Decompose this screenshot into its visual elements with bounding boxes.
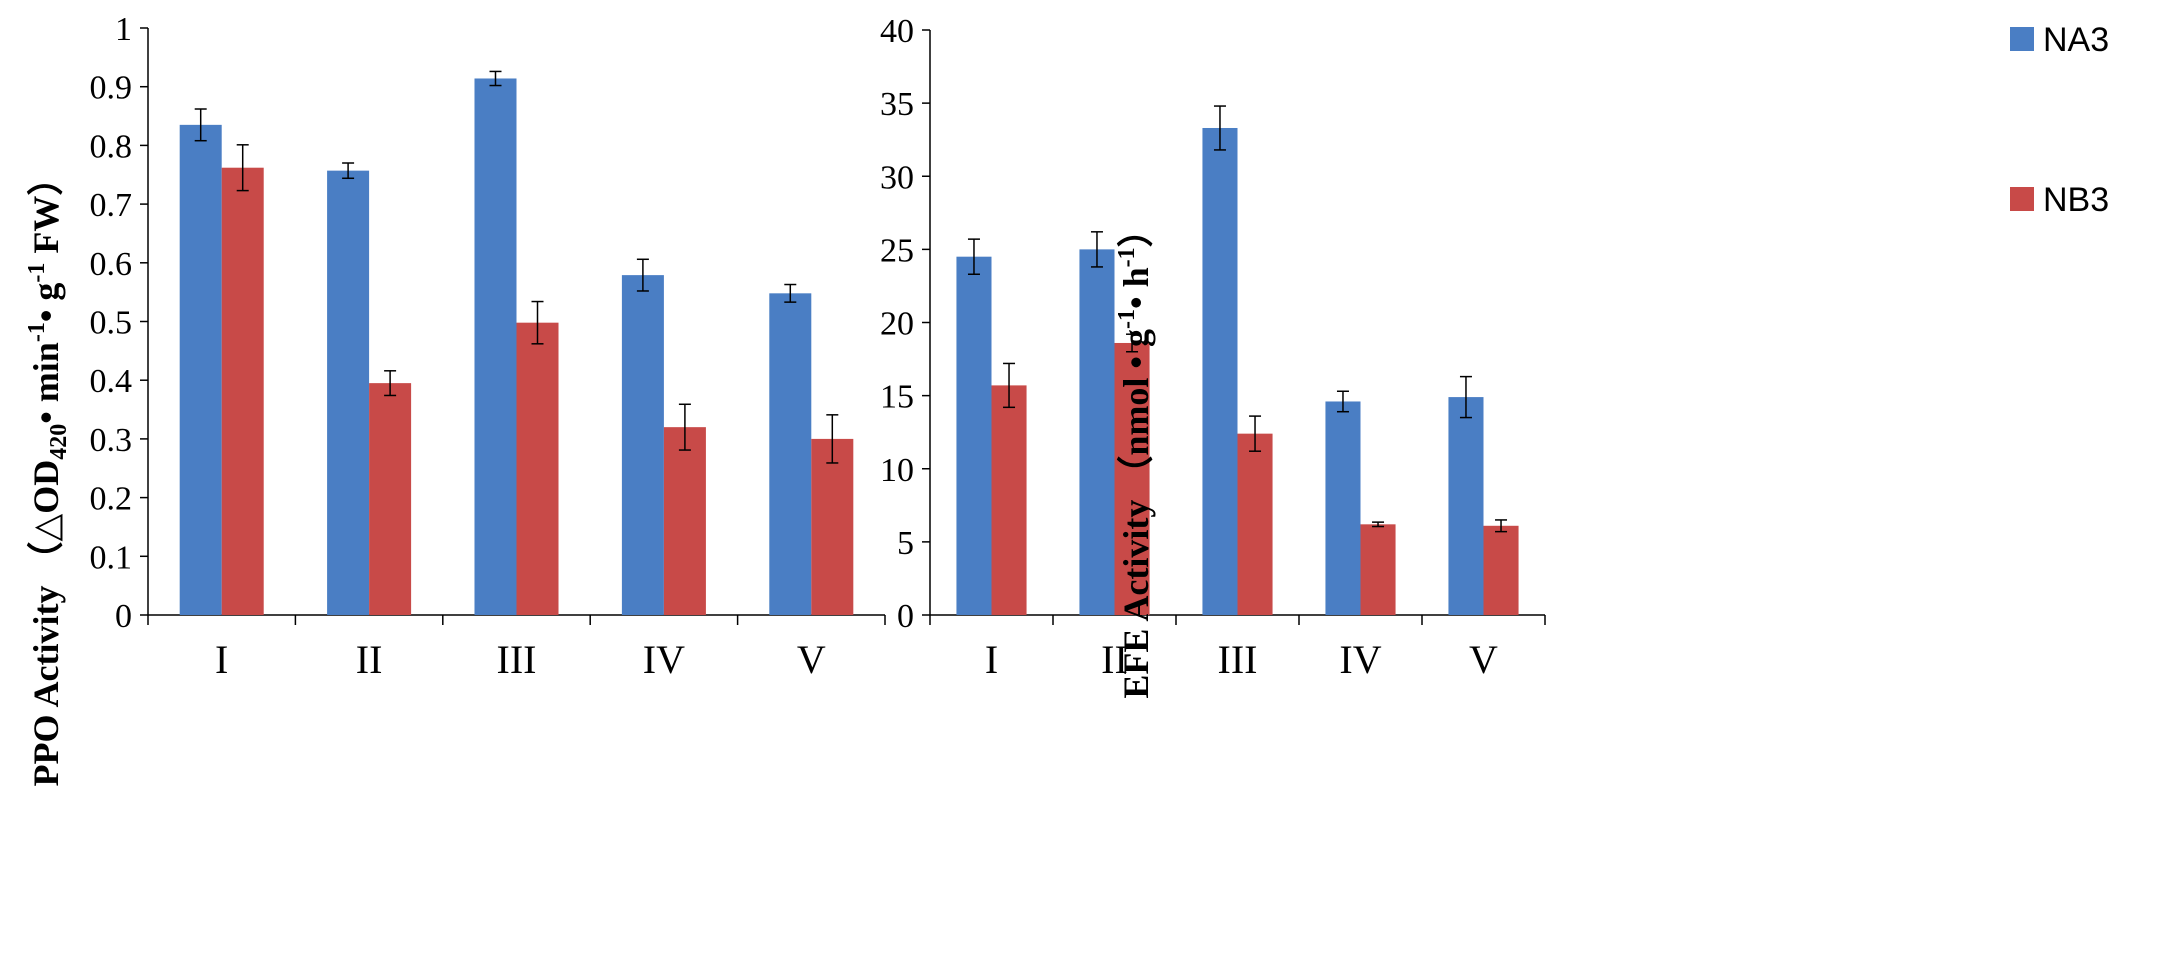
legend-swatch-na3 — [2010, 27, 2034, 51]
efe-bar-na3-ii — [1079, 249, 1115, 615]
ppo-x-tick-labels: I II III IV V — [215, 637, 826, 682]
legend-label-na3: NA3 — [2043, 21, 2109, 59]
efe-error-bar-nb3-i — [1003, 362, 1016, 409]
efe-y-tick-label: 5 — [897, 525, 914, 562]
ppo-x-tick-label: III — [497, 637, 537, 682]
ppo-chart: 00.10.20.30.40.50.60.70.80.91 I II III IV V … — [24, 11, 886, 787]
efe-x-tick-label: IV — [1339, 637, 1381, 682]
efe-x-tick-labels: I II III IV V — [985, 637, 1498, 682]
efe-bar-nb3-v — [1483, 525, 1519, 615]
efe-error-bar-nb3-ii — [1126, 333, 1139, 353]
efe-y-tick-label: 25 — [880, 232, 914, 269]
efe-y-tick-label: 30 — [880, 159, 914, 196]
efe-y-tick-label: 35 — [880, 86, 914, 123]
ppo-y-tick-label: 0.8 — [90, 128, 133, 165]
efe-error-bar-na3-i — [967, 238, 980, 275]
efe-error-bar-nb3-v — [1495, 519, 1508, 533]
ppo-y-tick-label: 0.1 — [90, 539, 133, 576]
efe-y-tick-label: 0 — [897, 598, 914, 635]
efe-x-tick-label: I — [985, 637, 998, 682]
efe-x-tick-label: III — [1218, 637, 1258, 682]
efe-bar-na3-v — [1448, 397, 1484, 615]
efe-bar-na3-i — [956, 256, 992, 615]
ppo-error-bar-na3-v — [784, 283, 797, 303]
ppo-y-tick-label: 0.7 — [90, 187, 133, 224]
ppo-y-tick-label: 0 — [115, 598, 132, 635]
ppo-x-tick-label: II — [356, 637, 383, 682]
ppo-y-tick-label: 0.6 — [90, 246, 133, 283]
efe-error-bar-nb3-iii — [1249, 415, 1262, 452]
ppo-error-bar-nb3-ii — [384, 370, 397, 397]
ppo-y-tick-label: 0.2 — [90, 481, 133, 518]
ppo-y-tick-label: 0.5 — [90, 305, 133, 342]
efe-bars — [956, 105, 1519, 616]
efe-error-bar-na3-iv — [1336, 390, 1349, 413]
efe-bar-nb3-iii — [1237, 433, 1273, 615]
ppo-error-bar-nb3-i — [236, 144, 249, 192]
ppo-bar-na3-v — [769, 293, 812, 615]
efe-y-axis-label: EFE Activity（nmol • g-1• h-1） — [1114, 211, 1156, 698]
efe-error-bar-nb3-iv — [1372, 521, 1385, 528]
ppo-error-bar-na3-ii — [342, 162, 355, 180]
ppo-bar-nb3-v — [811, 438, 854, 615]
efe-x-tick-label: II — [1101, 637, 1128, 682]
ppo-axes — [140, 27, 886, 625]
efe-y-tick-label: 40 — [880, 13, 914, 50]
ppo-error-bar-nb3-iv — [678, 403, 691, 451]
efe-bar-na3-iv — [1325, 401, 1361, 615]
ppo-error-bar-na3-i — [194, 108, 207, 142]
efe-error-bar-na3-v — [1459, 375, 1472, 419]
ppo-bar-nb3-iii — [516, 322, 559, 615]
efe-bar-nb3-i — [991, 385, 1027, 615]
ppo-bar-na3-ii — [327, 170, 370, 616]
ppo-x-tick-label: IV — [643, 637, 685, 682]
efe-x-tick-label: V — [1469, 637, 1498, 682]
ppo-error-bar-na3-iv — [636, 258, 649, 292]
legend-label-nb3: NB3 — [2043, 181, 2109, 219]
legend-swatch-nb3 — [2010, 187, 2034, 211]
ppo-error-bar-nb3-v — [826, 414, 839, 464]
ppo-y-axis-label: PPO Activity（△OD420• min-1• g-1 FW） — [24, 160, 72, 787]
ppo-bar-nb3-i — [221, 167, 264, 615]
efe-bar-na3-iii — [1202, 127, 1238, 616]
efe-error-bar-na3-iii — [1213, 105, 1226, 151]
ppo-bar-na3-iv — [621, 275, 664, 615]
efe-y-tick-label: 20 — [880, 306, 914, 343]
ppo-bar-nb3-ii — [369, 383, 412, 615]
ppo-bar-na3-iii — [474, 78, 517, 616]
ppo-x-tick-label: V — [797, 637, 826, 682]
ppo-x-tick-label: I — [215, 637, 228, 682]
efe-y-tick-labels: 0 5 10 15 20 25 30 35 40 — [880, 13, 914, 635]
ppo-y-tick-label: 0.3 — [90, 422, 133, 459]
efe-bar-nb3-ii — [1114, 342, 1150, 615]
ppo-error-bar-nb3-iii — [531, 300, 544, 345]
ppo-bar-na3-i — [179, 124, 222, 615]
ppo-bars — [179, 70, 854, 616]
ppo-y-tick-labels: 0 0.1 0.2 0.3 0.4 0.5 0.6 0.7 0.8 0.9 1 — [90, 11, 133, 635]
efe-y-tick-label: 10 — [880, 452, 914, 489]
efe-error-bar-na3-ii — [1090, 231, 1103, 268]
ppo-error-bar-na3-iii — [489, 70, 502, 87]
efe-bar-nb3-iv — [1360, 524, 1396, 615]
ppo-y-tick-label: 1 — [115, 11, 132, 48]
efe-y-tick-label: 15 — [880, 379, 914, 416]
ppo-y-tick-label: 0.4 — [90, 363, 133, 400]
ppo-y-tick-label: 0.9 — [90, 70, 133, 107]
ppo-bar-nb3-iv — [663, 427, 706, 615]
legend: NA3 NB3 — [2010, 21, 2109, 219]
